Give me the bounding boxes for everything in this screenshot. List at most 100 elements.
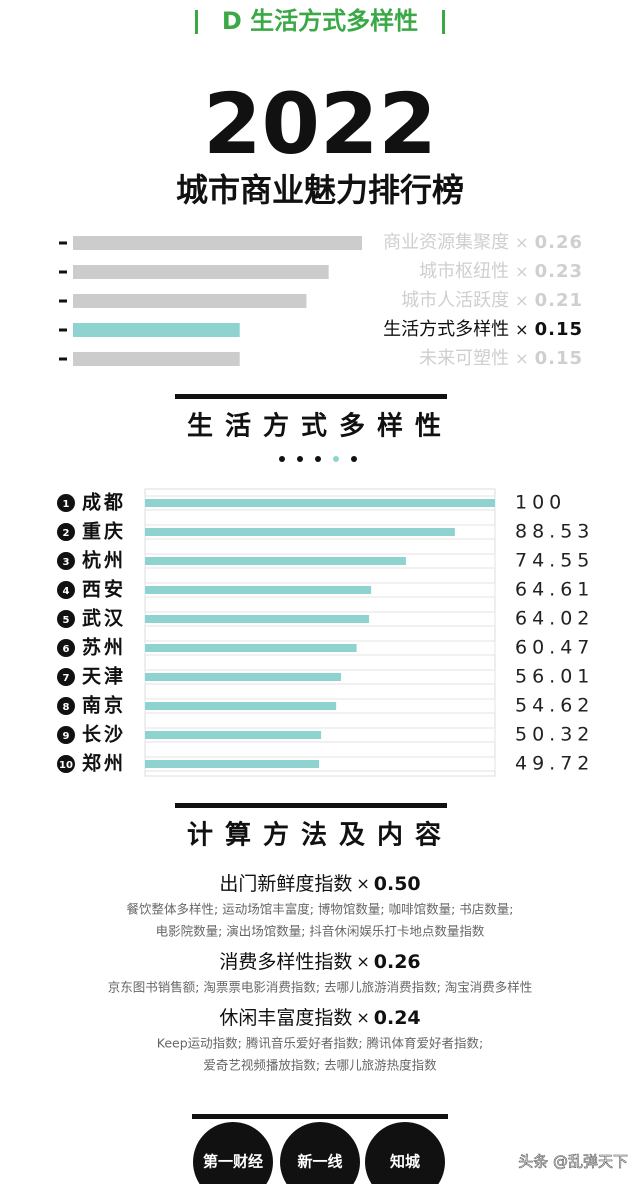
group-weight: 0.26: [374, 951, 421, 973]
method-detail: Keep运动指数; 腾讯音乐爱好者指数; 腾讯体育爱好者指数;: [157, 1036, 483, 1051]
bar: [145, 615, 370, 623]
group-weight: 0.24: [374, 1007, 421, 1029]
rank-badge: [57, 726, 75, 744]
watermark: 头条 @乱弹天下: [518, 1153, 628, 1171]
rank-badge: [57, 755, 75, 773]
divider: [192, 1114, 448, 1119]
multiply: ×: [356, 1008, 369, 1027]
value-label: 54.62: [515, 695, 594, 717]
title: 城市商业魅力排行榜: [176, 171, 464, 209]
rank-badge: [57, 639, 75, 657]
rank-number: 1: [63, 499, 70, 510]
city-label: 西安: [82, 578, 126, 601]
group-title: 出门新鲜度指数: [219, 873, 352, 895]
weight-name: 未来可塑性: [419, 348, 509, 369]
logo-text: 新一线: [297, 1153, 342, 1171]
weight-label: 未来可塑性 × 0.15: [419, 348, 583, 369]
weight-label: 商业资源集聚度 × 0.26: [383, 232, 583, 253]
value-label: 100: [515, 492, 566, 514]
city-label: 长沙: [82, 724, 126, 746]
weight-dash: [59, 357, 67, 361]
weight-name: 城市人活跃度: [401, 290, 509, 311]
chart-title: 生活方式多样性: [187, 411, 453, 442]
value-label: 50.32: [515, 724, 594, 746]
weight-value: 0.15: [535, 319, 583, 340]
value-label: 88.53: [515, 521, 594, 543]
value-label: 74.55: [515, 550, 594, 572]
weight-dash: [59, 270, 67, 274]
method-detail: 京东图书销售额; 淘票票电影消费指数; 去哪儿旅游消费指数; 淘宝消费多样性: [108, 980, 533, 995]
city-label: 郑州: [82, 753, 126, 775]
value-label: 64.61: [515, 579, 594, 601]
city-label: 重庆: [82, 520, 126, 543]
rank-badge: [57, 697, 75, 715]
logo-text: 第一财经: [203, 1153, 263, 1171]
dot: [315, 456, 321, 462]
rank-number: 8: [63, 702, 70, 713]
bar: [145, 644, 357, 652]
method-detail: 餐饮整体多样性; 运动场馆丰富度; 博物馆数量; 咖啡馆数量; 书店数量;: [127, 902, 514, 917]
rank-badge: [57, 610, 75, 628]
multiply: ×: [515, 262, 528, 281]
rank-badge: [57, 494, 75, 512]
bar: [145, 673, 342, 681]
bar: [145, 702, 337, 710]
city-label: 成都: [82, 491, 126, 514]
rank-badge: [57, 668, 75, 686]
weight-bar: [73, 265, 329, 279]
weight-dash: [59, 299, 67, 303]
weight-value: 0.15: [535, 348, 583, 369]
weight-bar: [73, 236, 362, 250]
weight-value: 0.21: [535, 290, 583, 311]
rank-number: 9: [63, 731, 70, 742]
bar: [145, 586, 372, 594]
rank-badge: [57, 581, 75, 599]
weight-name: 商业资源集聚度: [383, 232, 509, 253]
weight-bar: [73, 323, 240, 337]
rank-number: 2: [63, 528, 70, 539]
multiply: ×: [356, 874, 369, 893]
method-group: 休闲丰富度指数 × 0.24: [219, 1007, 420, 1029]
method-title: 计算方法及内容: [187, 820, 453, 851]
city-label: 天津: [82, 665, 126, 688]
divider: [175, 394, 447, 399]
method-group: 出门新鲜度指数 × 0.50: [219, 873, 420, 895]
rank-number: 10: [59, 760, 73, 771]
weight-label: 城市人活跃度 × 0.21: [401, 290, 583, 311]
weight-dash: [59, 328, 67, 332]
city-label: 苏州: [82, 636, 126, 659]
logo: [280, 1122, 360, 1184]
header-bar-left: [195, 10, 198, 34]
multiply: ×: [515, 320, 528, 339]
bar: [145, 528, 455, 536]
group-weight: 0.50: [374, 873, 421, 895]
method-group: 消费多样性指数 × 0.26: [219, 951, 420, 973]
logo: [193, 1122, 273, 1184]
method-detail: 电影院数量; 演出场馆数量; 抖音休闲娱乐打卡地点数量指数: [156, 924, 485, 939]
weight-label: 城市枢纽性 × 0.23: [419, 261, 583, 282]
rank-number: 7: [63, 673, 70, 684]
rank-number: 6: [63, 644, 70, 655]
rank-number: 3: [63, 557, 70, 568]
section-header: D 生活方式多样性: [222, 7, 418, 35]
bar: [145, 731, 322, 739]
weight-bar: [73, 294, 307, 308]
multiply: ×: [356, 952, 369, 971]
value-label: 64.02: [515, 608, 594, 630]
weight-value: 0.26: [535, 232, 583, 253]
multiply: ×: [515, 291, 528, 310]
value-label: 60.47: [515, 637, 594, 659]
method-detail: 爱奇艺视频播放指数; 去哪儿旅游热度指数: [203, 1058, 437, 1073]
city-label: 杭州: [82, 549, 126, 572]
year: 2022: [203, 75, 437, 173]
rank-badge: [57, 552, 75, 570]
group-title: 消费多样性指数: [219, 951, 352, 973]
dot: [333, 456, 339, 462]
bar: [145, 499, 495, 507]
city-label: 武汉: [82, 608, 126, 630]
weight-bar: [73, 352, 240, 366]
weight-name: 生活方式多样性: [383, 319, 509, 340]
header-bar-right: [442, 10, 445, 34]
dot: [297, 456, 303, 462]
